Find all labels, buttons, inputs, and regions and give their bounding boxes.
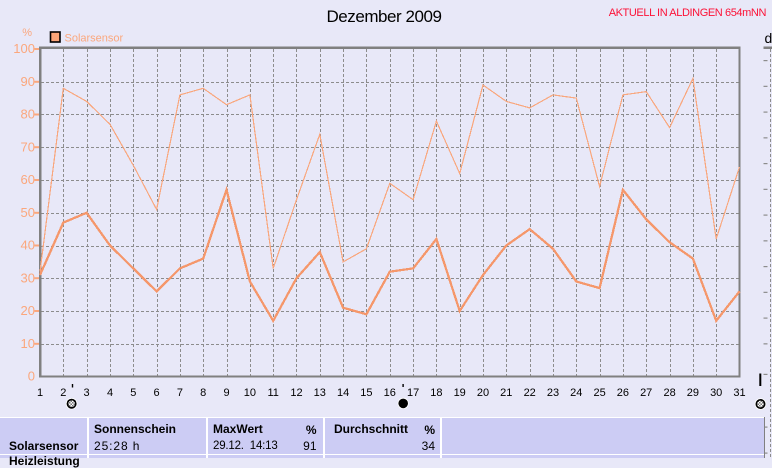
svg-text:17: 17 (407, 387, 419, 399)
svg-text:10: 10 (21, 336, 35, 351)
svg-text:13: 13 (314, 387, 326, 399)
svg-text:d: d (765, 30, 772, 46)
svg-text:20: 20 (477, 387, 489, 399)
svg-text:Solarsensor: Solarsensor (65, 33, 124, 45)
svg-text:14: 14 (337, 387, 349, 399)
svg-text:70: 70 (21, 139, 35, 154)
svg-text:15: 15 (360, 387, 372, 399)
svg-text:4: 4 (107, 387, 113, 399)
svg-text:80: 80 (21, 107, 35, 122)
svg-text:21: 21 (500, 387, 512, 399)
svg-text:6: 6 (154, 387, 160, 399)
svg-text:60: 60 (21, 172, 35, 187)
svg-text:24: 24 (570, 387, 582, 399)
svg-text:19: 19 (454, 387, 466, 399)
svg-text:31: 31 (733, 387, 745, 399)
svg-text:3: 3 (84, 387, 90, 399)
svg-text:16: 16 (384, 387, 396, 399)
svg-text:26: 26 (617, 387, 629, 399)
svg-text:5: 5 (130, 387, 136, 399)
svg-text:7: 7 (177, 387, 183, 399)
svg-text:11: 11 (267, 387, 278, 399)
svg-text:8: 8 (200, 387, 206, 399)
svg-text:0: 0 (28, 369, 35, 384)
svg-text:40: 40 (21, 238, 35, 253)
svg-text:%: % (22, 27, 32, 39)
svg-text:30: 30 (21, 270, 35, 285)
svg-text:29: 29 (687, 387, 699, 399)
svg-text:90: 90 (21, 74, 35, 89)
svg-text:23: 23 (547, 387, 559, 399)
svg-text:10: 10 (244, 387, 256, 399)
svg-text:18: 18 (430, 387, 442, 399)
svg-text:12: 12 (290, 387, 302, 399)
svg-text:2: 2 (60, 387, 66, 399)
svg-text:9: 9 (223, 387, 229, 399)
svg-text:28: 28 (663, 387, 675, 399)
svg-text:50: 50 (21, 205, 35, 220)
svg-text:1: 1 (37, 387, 43, 399)
svg-text:22: 22 (524, 387, 536, 399)
svg-text:25: 25 (593, 387, 605, 399)
svg-text:27: 27 (640, 387, 652, 399)
svg-text:20: 20 (21, 303, 35, 318)
svg-text:100: 100 (13, 41, 35, 56)
svg-text:30: 30 (710, 387, 722, 399)
